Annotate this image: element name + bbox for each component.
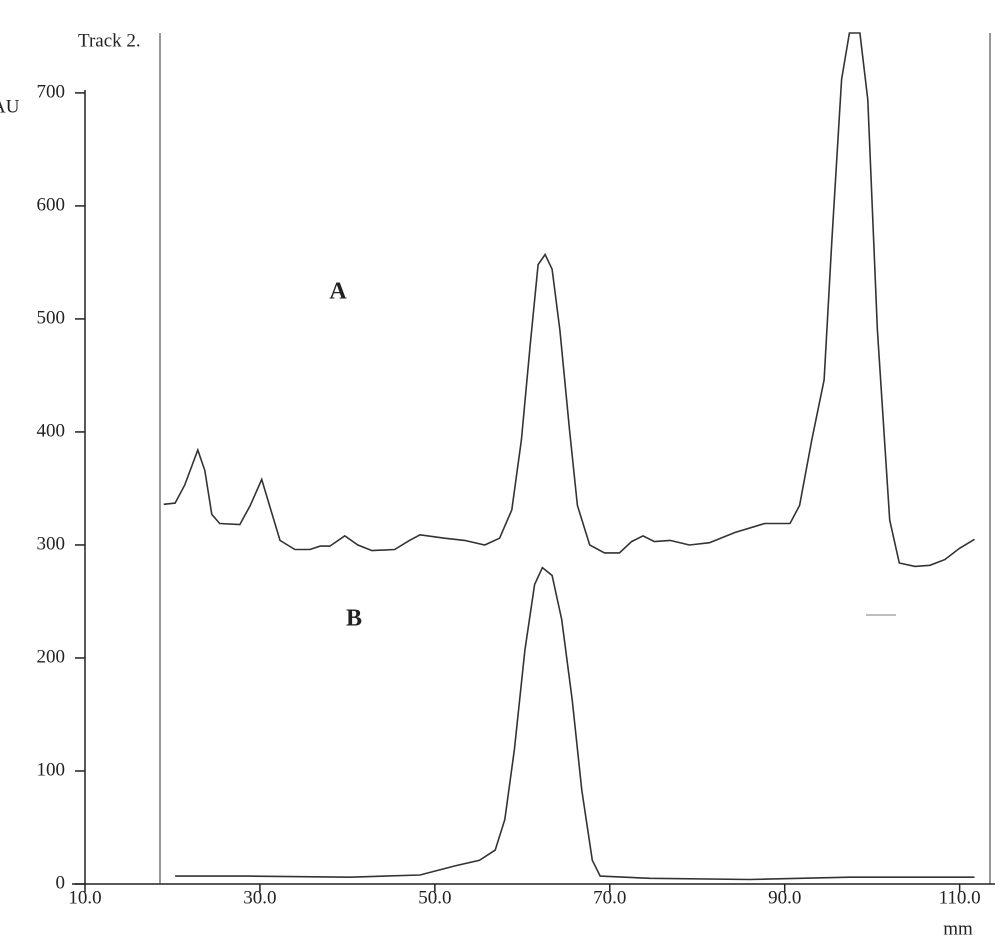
y-tick-label: 600 <box>37 194 66 215</box>
trace-line <box>175 566 975 881</box>
y-tick-label: 700 <box>37 81 66 102</box>
x-tick-label: 70.0 <box>593 887 626 908</box>
y-tick-label: 500 <box>37 307 66 328</box>
trace-line <box>163 32 975 568</box>
y-tick-label: 200 <box>37 646 66 667</box>
x-tick-label: 30.0 <box>243 887 276 908</box>
trace-label: A <box>329 279 347 305</box>
x-tick-label: 50.0 <box>418 887 451 908</box>
y-tick-label: 100 <box>37 759 66 780</box>
y-tick-label: 400 <box>37 420 66 441</box>
x-axis-label: mm <box>943 918 973 939</box>
y-axis-label: AU <box>0 96 20 117</box>
x-tick-label: 10.0 <box>68 887 101 908</box>
y-tick-label: 300 <box>37 533 66 554</box>
x-tick-label: 110.0 <box>939 887 981 908</box>
x-tick-label: 90.0 <box>768 887 801 908</box>
y-tick-label: 0 <box>56 872 66 893</box>
trace-label: B <box>346 606 362 632</box>
chart-title: Track 2. <box>78 30 141 51</box>
